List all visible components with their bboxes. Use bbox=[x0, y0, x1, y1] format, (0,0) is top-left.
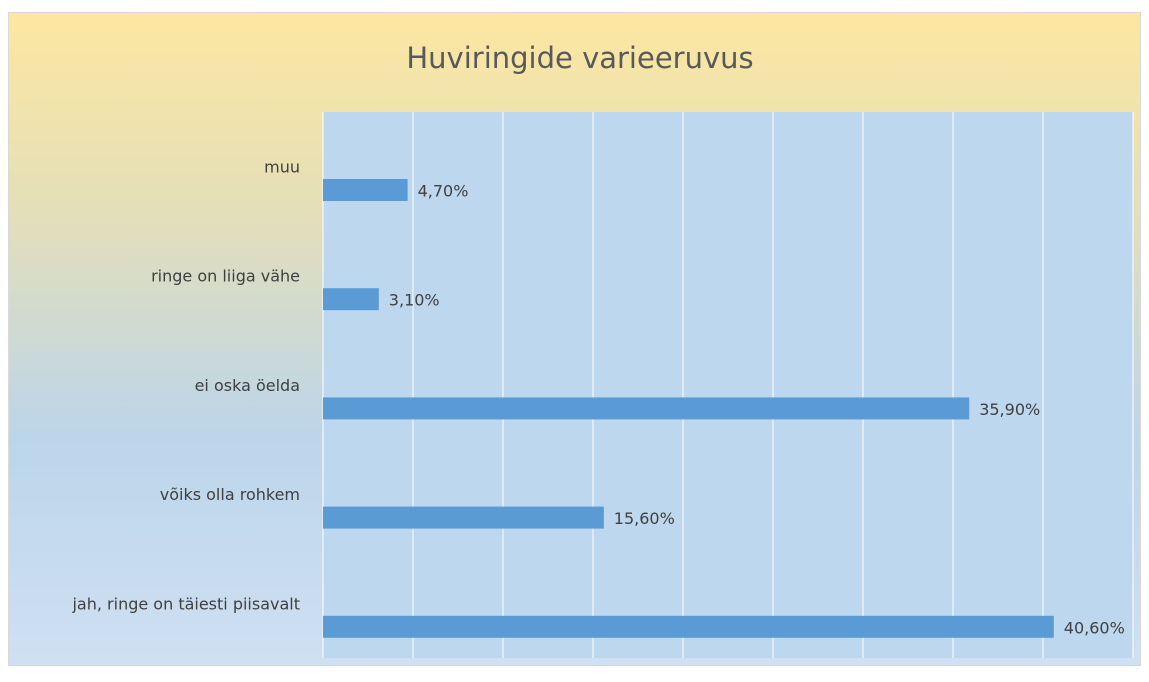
bar bbox=[323, 397, 970, 420]
data-label: 4,70% bbox=[418, 182, 469, 201]
bar bbox=[323, 615, 1054, 638]
y-tick-label: jah, ringe on täiesti piisavalt bbox=[71, 594, 300, 613]
data-label: 15,60% bbox=[614, 509, 675, 528]
data-label: 3,10% bbox=[389, 291, 440, 310]
y-tick-label: ringe on liiga vähe bbox=[151, 267, 300, 286]
bar bbox=[323, 506, 604, 529]
bar bbox=[323, 179, 408, 201]
chart-title: Huviringide varieeruvus bbox=[406, 41, 753, 75]
bar bbox=[323, 288, 379, 311]
y-tick-label: ei oska öelda bbox=[195, 376, 300, 395]
plot-area bbox=[323, 112, 1133, 658]
data-label: 40,60% bbox=[1064, 618, 1125, 637]
y-tick-label: võiks olla rohkem bbox=[160, 485, 300, 504]
data-label: 35,90% bbox=[979, 400, 1040, 419]
y-tick-label: muu bbox=[264, 158, 300, 177]
